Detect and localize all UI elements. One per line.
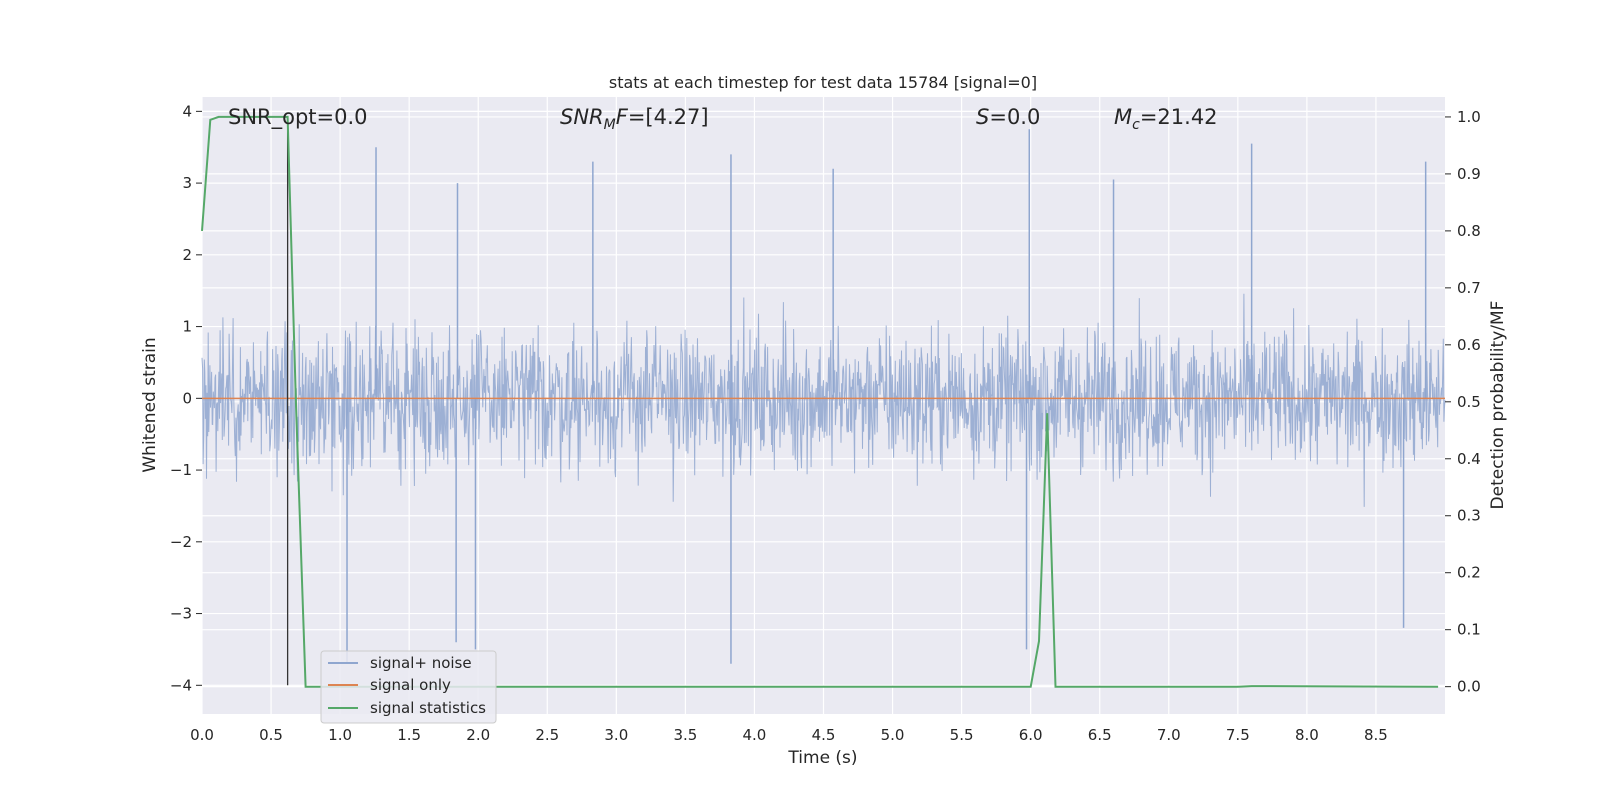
x-tick-label: 1.0 bbox=[328, 726, 352, 744]
y-tick-label: −2 bbox=[170, 533, 192, 551]
x-tick-label: 7.5 bbox=[1226, 726, 1250, 744]
x-tick-label: 3.0 bbox=[604, 726, 628, 744]
legend: signal+ noise signal only signal statist… bbox=[320, 650, 497, 724]
y-right-tick-label: 0.9 bbox=[1457, 165, 1481, 183]
annotation-snr-mf: SNRMF=[4.27] bbox=[560, 105, 709, 133]
x-tick-label: 5.0 bbox=[881, 726, 905, 744]
y-tick-label: 1 bbox=[182, 318, 192, 336]
y-tick-label: 2 bbox=[182, 246, 192, 264]
annotation-mc: Mc=21.42 bbox=[1114, 105, 1218, 133]
legend-box bbox=[320, 650, 497, 724]
s-rest: =0.0 bbox=[989, 105, 1040, 129]
x-tick-label: 2.0 bbox=[466, 726, 490, 744]
snr-mf-rest: F=[4.27] bbox=[616, 105, 709, 129]
series-signal-noise bbox=[201, 129, 1446, 664]
x-tick-label: 2.5 bbox=[535, 726, 559, 744]
x-tick-label: 3.5 bbox=[673, 726, 697, 744]
y-right-tick-label: 0.1 bbox=[1457, 621, 1481, 639]
y-tick-label: −4 bbox=[170, 676, 192, 694]
x-tick-label: 8.0 bbox=[1295, 726, 1319, 744]
x-axis-label: Time (s) bbox=[787, 748, 857, 768]
x-tick-label: 7.0 bbox=[1157, 726, 1181, 744]
y-right-tick-label: 0.6 bbox=[1457, 336, 1481, 354]
x-tick-label: 4.5 bbox=[812, 726, 836, 744]
y-right-tick-label: 0.2 bbox=[1457, 564, 1481, 582]
y-tick-label: 0 bbox=[182, 389, 192, 407]
y-tick-label: −1 bbox=[170, 461, 192, 479]
series-signal-statistics bbox=[201, 115, 1439, 688]
y-right-axis-label: Detection probability/MF bbox=[1488, 301, 1508, 510]
x-tick-label: 6.0 bbox=[1019, 726, 1043, 744]
snr-mf-sub: M bbox=[604, 117, 616, 133]
y-right-axis-ticks: 0.0 0.1 0.2 0.3 0.4 0.5 0.6 0.7 0.8 0.9 1.0 bbox=[1445, 108, 1481, 696]
x-tick-label: 5.5 bbox=[950, 726, 974, 744]
legend-label-signal-statistics: signal statistics bbox=[370, 699, 486, 717]
annotation-snr-opt: SNR_opt=0.0 bbox=[228, 105, 368, 130]
y-axis-ticks: −4 −3 −2 −1 0 1 2 3 4 bbox=[170, 102, 202, 694]
y-right-tick-label: 0.3 bbox=[1457, 507, 1481, 525]
y-right-tick-label: 0.4 bbox=[1457, 450, 1481, 468]
x-tick-label: 4.0 bbox=[743, 726, 767, 744]
legend-label-signal-noise: signal+ noise bbox=[370, 654, 472, 672]
y-right-tick-label: 0.8 bbox=[1457, 222, 1481, 240]
mc-sub: c bbox=[1132, 117, 1140, 133]
x-tick-label: 0.0 bbox=[190, 726, 214, 744]
snr-mf-base: SNR bbox=[560, 105, 604, 129]
chart-title: stats at each timestep for test data 157… bbox=[609, 73, 1037, 92]
y-axis-label: Whitened strain bbox=[140, 337, 160, 472]
y-right-tick-label: 0.7 bbox=[1457, 279, 1481, 297]
mc-rest: =21.42 bbox=[1140, 105, 1218, 129]
x-tick-label: 8.5 bbox=[1364, 726, 1388, 744]
signal-noise-line bbox=[201, 293, 1446, 507]
x-tick-label: 0.5 bbox=[259, 726, 283, 744]
signal-statistics-line bbox=[201, 115, 1439, 688]
y-tick-label: 4 bbox=[182, 102, 192, 120]
y-right-tick-label: 0.0 bbox=[1457, 678, 1481, 696]
y-right-tick-label: 1.0 bbox=[1457, 108, 1481, 126]
x-tick-label: 6.5 bbox=[1088, 726, 1112, 744]
y-tick-label: 3 bbox=[182, 174, 192, 192]
x-axis-ticks: 0.0 0.5 1.0 1.5 2.0 2.5 3.0 3.5 4.0 4.5 5.0 5.5 6.0 6… bbox=[190, 726, 1388, 744]
x-tick-label: 1.5 bbox=[397, 726, 421, 744]
annotation-s: S=0.0 bbox=[976, 105, 1040, 129]
legend-label-signal-only: signal only bbox=[370, 676, 451, 694]
y-right-tick-label: 0.5 bbox=[1457, 393, 1481, 411]
s-base: S bbox=[976, 105, 989, 129]
mc-base: M bbox=[1114, 105, 1132, 129]
y-tick-label: −3 bbox=[170, 605, 192, 623]
